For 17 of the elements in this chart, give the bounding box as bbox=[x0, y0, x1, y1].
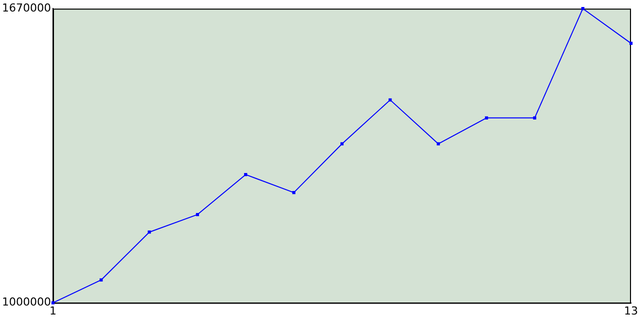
point bbox=[292, 191, 296, 194]
point bbox=[436, 142, 440, 146]
point bbox=[629, 42, 633, 45]
y-tick-label: 1670000 bbox=[2, 1, 51, 14]
point bbox=[581, 7, 584, 10]
point bbox=[51, 301, 55, 304]
x-tick-label: 1 bbox=[49, 304, 56, 318]
x-tick-label: 13 bbox=[624, 304, 638, 318]
point bbox=[244, 173, 248, 176]
point bbox=[148, 230, 151, 234]
point bbox=[484, 116, 488, 120]
point bbox=[100, 278, 103, 282]
point bbox=[196, 212, 200, 216]
point bbox=[340, 142, 344, 146]
y-tick-label: 1000000 bbox=[2, 296, 51, 309]
point bbox=[533, 116, 536, 120]
point bbox=[388, 98, 392, 102]
